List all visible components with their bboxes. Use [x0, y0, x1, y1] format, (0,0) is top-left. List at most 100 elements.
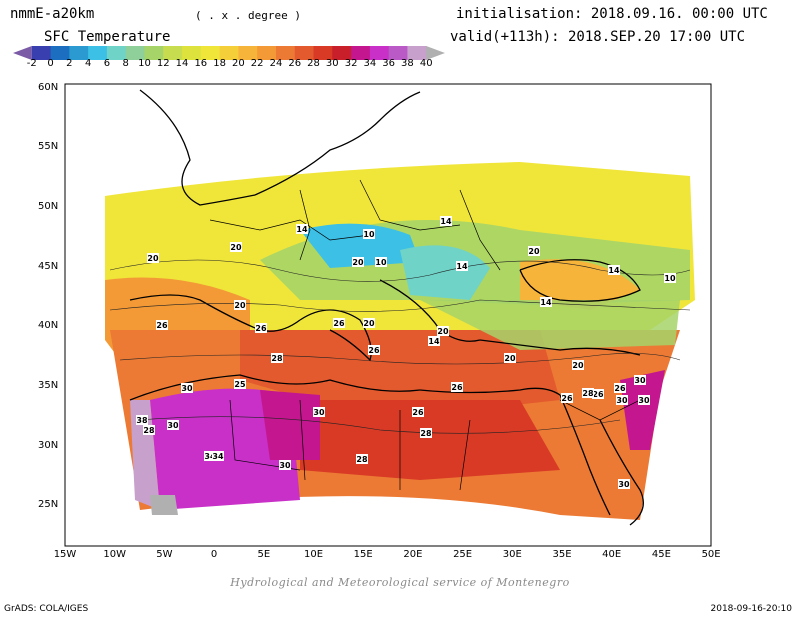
zone-libya: [300, 400, 560, 480]
value-label-bg: [136, 415, 148, 425]
value-label-bg: [528, 246, 540, 256]
lon-tick-label: 40E: [602, 549, 622, 560]
units-label: ( . x . degree ): [195, 9, 301, 22]
legend-label: 26: [288, 58, 302, 69]
legend-label: 32: [344, 58, 358, 69]
value-label-bg: [440, 216, 452, 226]
value-label-bg: [181, 383, 193, 393]
value-label-bg: [638, 395, 650, 405]
value-label-bg: [572, 360, 584, 370]
value-label-bg: [504, 353, 516, 363]
legend-swatch: [13, 46, 32, 60]
value-label-bg: [428, 336, 440, 346]
value-label-bg: [592, 389, 604, 399]
legend-swatch: [332, 46, 352, 60]
lon-tick-label: 30E: [502, 549, 522, 560]
value-label-bg: [212, 451, 224, 461]
zone-arabia-hot: [620, 370, 665, 450]
value-label-bg: [375, 257, 387, 267]
value-label-bg: [618, 479, 630, 489]
lon-tick-label: 10E: [303, 549, 324, 560]
value-label-bg: [540, 297, 552, 307]
value-label-bg: [582, 388, 594, 398]
legend-label: 8: [122, 58, 129, 69]
legend-label: 20: [232, 58, 245, 69]
lat-tick-label: 60N: [38, 82, 59, 93]
legend-swatch: [426, 46, 445, 60]
legend-swatch: [182, 46, 202, 60]
value-label-bg: [271, 353, 283, 363]
value-label: 26: [451, 383, 463, 392]
value-label-bg: [156, 320, 168, 330]
legend-label: 2: [66, 58, 73, 69]
legend-swatch: [369, 46, 390, 60]
legend-swatch: [200, 46, 221, 60]
lon-tick-label: 25E: [453, 549, 473, 560]
value-label-bg: [412, 407, 424, 417]
model-title: nmmE-a20km: [10, 6, 95, 22]
value-label-bg: [437, 326, 449, 336]
legend-swatch: [294, 46, 315, 60]
legend-swatch: [106, 46, 127, 60]
value-label-bg: [143, 425, 155, 435]
legend-swatch: [388, 46, 408, 60]
zone-balkan-cool: [400, 245, 490, 300]
variable-title: SFC Temperature: [44, 29, 171, 45]
lon-tick-label: 20E: [403, 549, 423, 560]
legend-swatch: [238, 46, 258, 60]
value-label-bg: [363, 229, 375, 239]
legend-swatch: [31, 46, 52, 60]
lon-tick-label: 35E: [552, 549, 572, 560]
value-label: 26: [561, 394, 573, 403]
value-label: 20: [572, 361, 584, 370]
legend-swatch: [257, 46, 277, 60]
value-label-bg: [451, 382, 463, 392]
zone-turkey-mid: [420, 300, 680, 350]
value-label: 34: [212, 452, 224, 461]
value-label: 20: [437, 327, 449, 336]
legend-label: 6: [103, 58, 111, 69]
value-label: 14: [440, 217, 452, 226]
legend-swatch: [219, 46, 239, 60]
value-label-bg: [313, 407, 325, 417]
value-label: 20: [230, 243, 242, 252]
value-label: 26: [592, 390, 604, 399]
color-legend: [13, 46, 445, 60]
lat-tick-label: 30N: [38, 440, 59, 451]
legend-swatch: [275, 46, 296, 60]
value-label-bg: [147, 253, 159, 263]
legend-label: 40: [419, 58, 433, 69]
legend-label: 16: [194, 58, 208, 69]
value-label: 26: [368, 346, 380, 355]
lat-tick-label: 40N: [38, 320, 59, 331]
legend-swatch: [50, 46, 70, 60]
lon-tick-label: 5E: [257, 549, 271, 560]
legend-label: 18: [213, 58, 226, 69]
legend-label: 34: [363, 58, 377, 69]
value-label-bg: [234, 379, 246, 389]
lon-tick-label: 15W: [53, 549, 77, 560]
value-label: 14: [456, 262, 468, 271]
borders: [209, 179, 641, 491]
value-label: 26: [333, 319, 345, 328]
legend-label: -2: [26, 58, 37, 69]
legend-swatch: [313, 46, 333, 60]
legend-label: 4: [84, 58, 92, 69]
lon-tick-label: 5W: [156, 549, 173, 560]
value-label-bg: [363, 318, 375, 328]
value-label: 26: [156, 321, 168, 330]
lat-tick-label: 45N: [38, 261, 59, 272]
valid-time: valid(+113h): 2018.SEP.20 17:00 UTC: [450, 29, 746, 45]
value-label-bg: [204, 451, 216, 461]
value-label: 30: [279, 461, 291, 470]
value-label: 28: [271, 354, 283, 363]
value-label: 28: [420, 429, 432, 438]
value-label-bg: [230, 242, 242, 252]
value-label: 26: [412, 408, 424, 417]
value-label: 30: [167, 421, 179, 430]
legend-swatch: [144, 46, 164, 60]
lon-tick-label: 45E: [651, 549, 671, 560]
value-label-bg: [616, 395, 628, 405]
